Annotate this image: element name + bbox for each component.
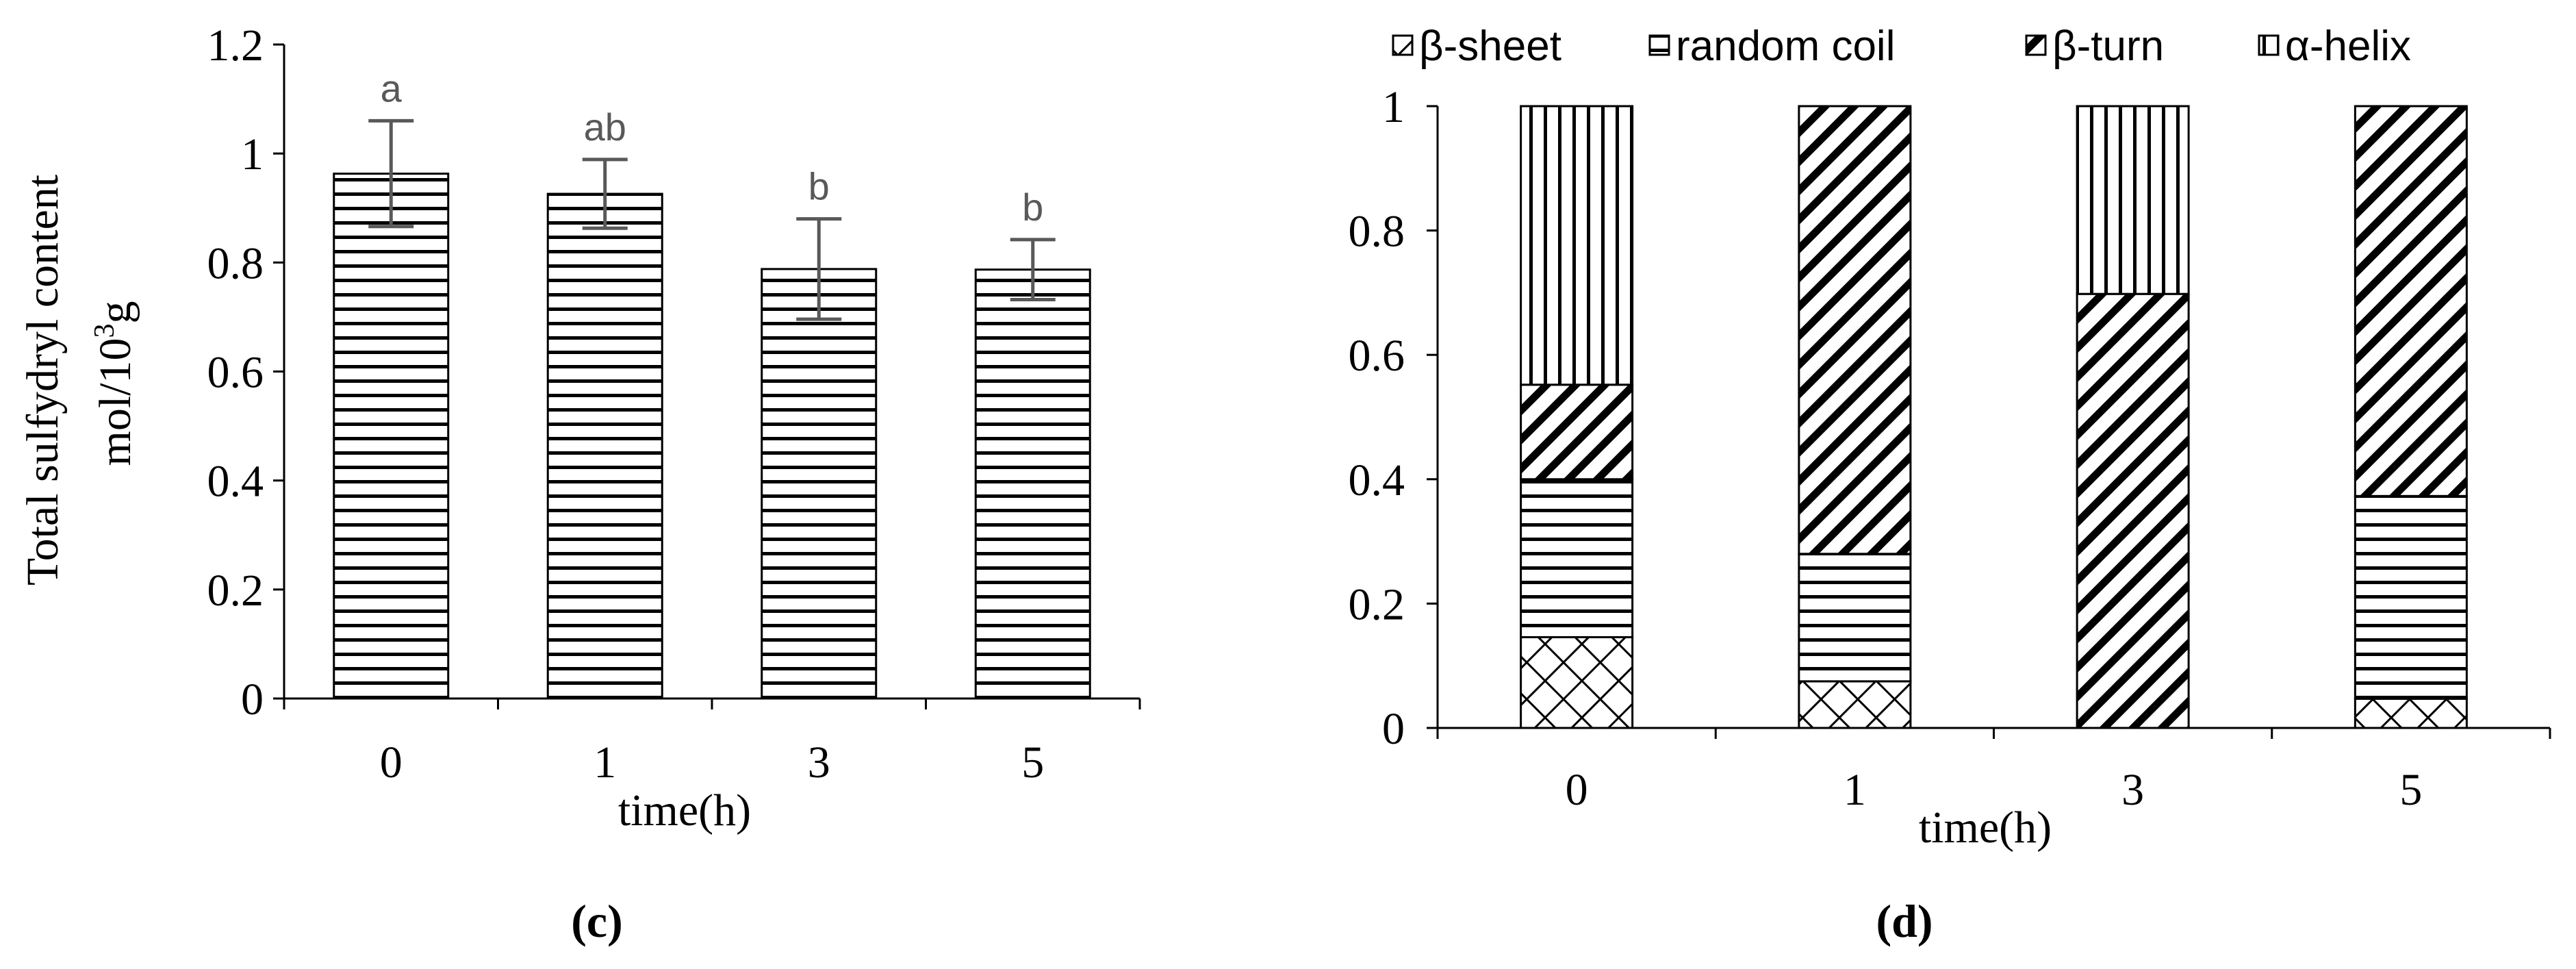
chart-d-bar-segment [2354,494,2468,700]
chart-d-bar-segment [2354,105,2468,497]
chart-c-ylabel-tail: g [90,301,140,323]
chart-d-x-tick-label: 3 [2121,765,2144,815]
chart-d-y-tick-label: 0.4 [1349,455,1405,505]
chart-d-bar-segment [2354,697,2468,729]
chart-d-y-tick-label: 0 [1382,704,1405,754]
chart-c-significance-label: a [381,66,403,110]
chart-d-y-tick-label: 0.2 [1349,579,1405,629]
chart-d-y-tick-label: 0.6 [1349,331,1405,381]
chart-d-legend-item: random coil [1648,23,1895,70]
chart-d-x-tick-label: 5 [2399,765,2422,815]
chart-c-ylabel-line2: mol/103g [89,301,140,466]
chart-d-legend-label: β-turn [2052,23,2164,70]
chart-c-x-tick-label: 5 [1021,738,1044,788]
chart-d-bar-segment [1798,553,1912,683]
chart-d-legend-swatch [1392,34,1414,56]
chart-c-bar [761,268,878,700]
chart-d-legend-label: α-helix [2285,23,2411,70]
chart-d-bar-segment [1520,635,1634,729]
chart-c-bar [333,173,450,700]
chart-d-legend-label: random coil [1676,23,1895,70]
chart-c-x-tick-label: 1 [594,738,616,788]
chart-c-x-tick-label: 3 [808,738,830,788]
chart-d-y-tick-label: 1 [1382,82,1405,132]
chart-c-y-tick-label: 0.6 [207,348,264,398]
chart-c-y-tick-label: 1.2 [207,21,264,71]
chart-c-significance-label: b [1022,186,1043,229]
chart-c: 0 0.2 0.4 0.6 0.8 1 1.2 a 0 ab 1 b 3 b 5 [207,21,1141,788]
chart-d-bar-segment [2076,105,2190,295]
chart-d-legend-item: β-turn [2025,23,2164,70]
chart-d-bar-segment [1798,680,1912,729]
chart-c-ylabel-base: mol/10 [90,338,140,466]
chart-d-legend-item: α-helix [2258,23,2411,70]
chart-d-bar-segment [1798,105,1912,555]
chart-d-legend-swatch [1648,34,1670,56]
chart-c-ylabel-sup: 3 [89,323,120,338]
chart-c-bar [974,268,1091,700]
chart-d: 0 0.2 0.4 0.6 0.8 1 0 1 3 5 β-sheet random coil β-tu… [1349,23,2551,815]
chart-c-y-tick-label: 1 [241,129,264,179]
chart-d-bar-segment [1520,383,1634,481]
chart-c-x-tick-label: 0 [380,738,403,788]
chart-c-y-tick-label: 0 [241,675,264,725]
chart-d-x-tick-label: 0 [1566,765,1588,815]
chart-c-significance-label: b [808,165,830,208]
chart-d-legend-label: β-sheet [1419,23,1561,70]
chart-c-y-tick-label: 0.2 [207,566,264,616]
chart-d-xlabel: time(h) [1919,803,2052,853]
chart-d-y-tick-label: 0.8 [1349,207,1405,257]
chart-d-legend-swatch [2025,34,2047,56]
chart-c-caption: (c) [571,895,622,947]
chart-c-y-tick-label: 0.8 [207,238,264,288]
chart-d-legend-swatch [2258,34,2280,56]
chart-c-significance-label: ab [584,105,626,149]
chart-c-ylabel-line1: Total sulfydryl content [18,175,68,586]
chart-c-xlabel: time(h) [618,785,751,835]
chart-c-bar [546,192,663,700]
chart-d-bar-segment [2076,292,2190,729]
chart-c-y-tick-label: 0.4 [207,457,264,507]
chart-d-x-tick-label: 1 [1844,765,1866,815]
chart-d-legend-item: β-sheet [1392,23,1561,70]
chart-d-caption: (d) [1876,895,1933,947]
chart-d-bar-segment [1520,478,1634,638]
chart-d-bar-segment [1520,105,1634,386]
